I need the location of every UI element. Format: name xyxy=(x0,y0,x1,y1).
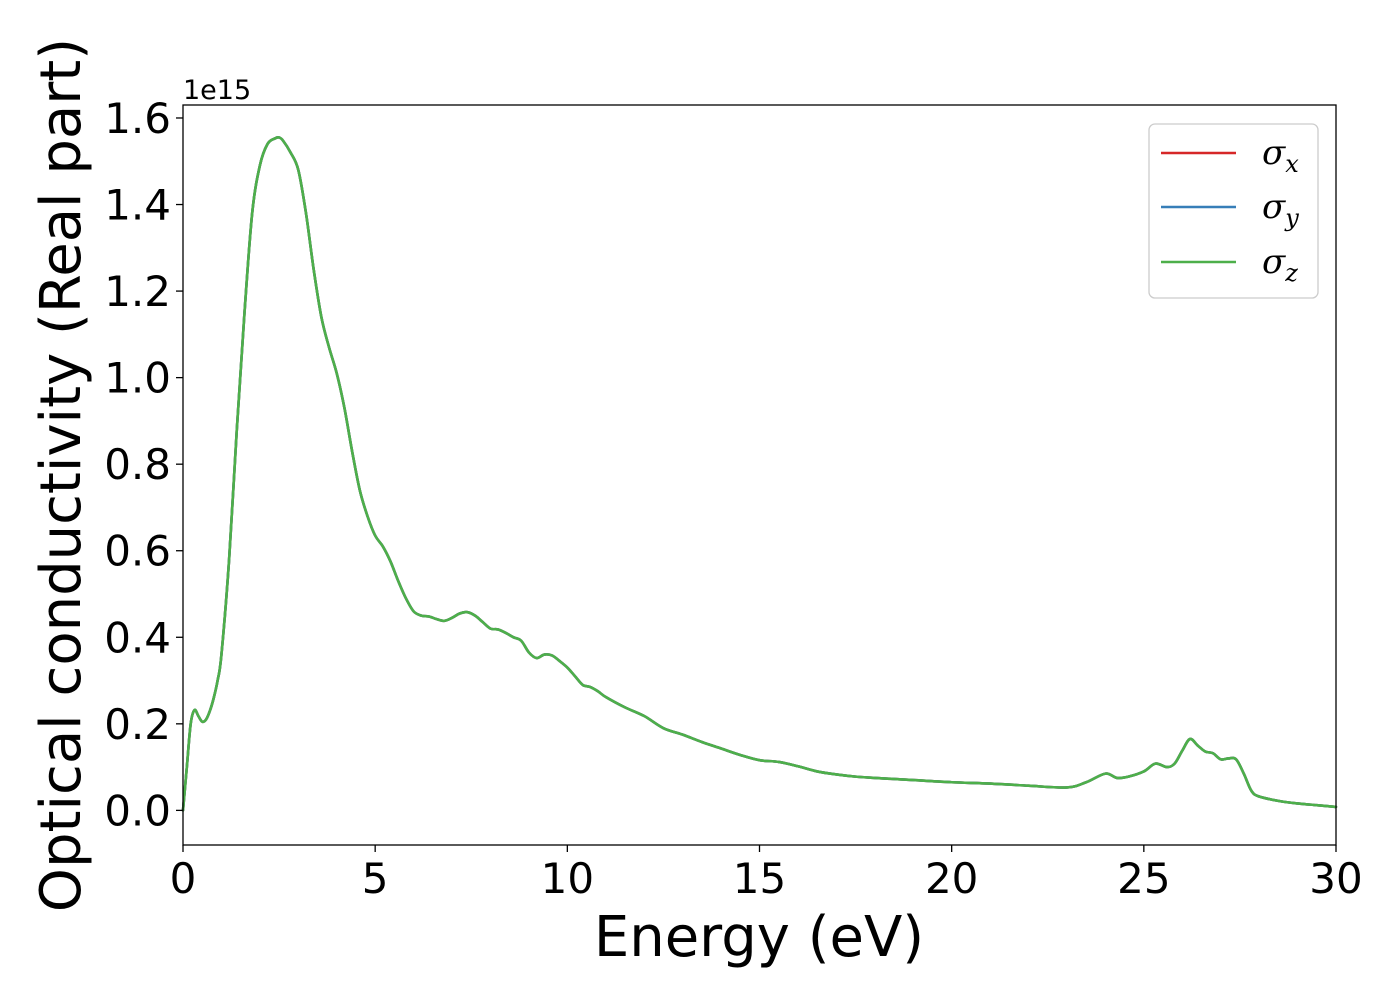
y-tick-label: 0.2 xyxy=(104,700,171,749)
y-tick-label: 1.4 xyxy=(104,181,171,230)
series-line-sigma-z xyxy=(181,135,1338,812)
y-tick-label: 1.0 xyxy=(104,354,171,403)
y-axis: 0.0 0.2 0.4 0.6 0.8 1.0 1.2 1.4 1.6 xyxy=(104,94,183,835)
legend-label-sigma-x: σx xyxy=(1262,133,1299,178)
y-offset-label: 1e15 xyxy=(183,75,251,106)
y-tick-label: 0.6 xyxy=(104,527,171,576)
y-tick-label: 1.2 xyxy=(104,267,171,316)
x-axis: 0 5 10 15 20 25 30 xyxy=(170,845,1363,903)
x-tick-label: 0 xyxy=(170,854,197,903)
x-tick-label: 5 xyxy=(362,854,389,903)
y-tick-label: 0.0 xyxy=(104,786,171,835)
x-tick-label: 25 xyxy=(1117,854,1170,903)
y-tick-label: 0.8 xyxy=(104,440,171,489)
legend-frame xyxy=(1148,123,1319,299)
y-tick-label: 0.4 xyxy=(104,613,171,662)
x-tick-label: 30 xyxy=(1309,854,1362,903)
x-tick-label: 20 xyxy=(925,854,978,903)
x-tick-label: 15 xyxy=(733,854,786,903)
x-axis-title: Energy (eV) xyxy=(594,905,924,970)
y-tick-label: 1.6 xyxy=(104,94,171,143)
series-layer xyxy=(181,135,1338,812)
y-axis-title: Optical conductivity (Real part) xyxy=(29,38,94,912)
x-tick-label: 10 xyxy=(541,854,594,903)
